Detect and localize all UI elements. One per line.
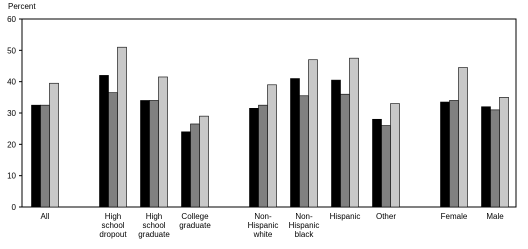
bar: [458, 67, 468, 208]
bar: [40, 104, 50, 208]
x-tick-label: Hispanic: [330, 212, 361, 221]
bar: [199, 115, 209, 208]
x-tick-label: High school dropout: [99, 212, 127, 239]
bar: [499, 97, 509, 208]
bar: [267, 84, 277, 208]
bar: [390, 103, 400, 208]
bar: [372, 118, 382, 208]
y-tick-label: 60: [7, 15, 16, 24]
bar: [249, 108, 259, 208]
y-axis-label: Percent: [8, 2, 36, 11]
x-tick-label: All: [41, 212, 50, 221]
y-tick-label: 30: [7, 109, 16, 118]
bar: [449, 100, 459, 208]
bar: [440, 101, 450, 208]
x-tick-label: Non-Hispanic white: [248, 212, 279, 239]
bar: [140, 100, 150, 208]
x-tick-label: Female: [441, 212, 468, 221]
y-tick-label: 40: [7, 78, 16, 87]
bar: [340, 93, 350, 208]
x-tick-label: College graduate: [179, 212, 211, 230]
bar: [117, 46, 127, 208]
y-tick-label: 20: [7, 140, 16, 149]
x-tick-label: Other: [376, 212, 396, 221]
bar: [181, 131, 191, 208]
bar: [331, 79, 341, 208]
x-tick-label: Male: [486, 212, 504, 221]
bar: [149, 100, 159, 208]
bar: [349, 57, 359, 208]
bar: [308, 59, 318, 208]
x-tick-label: High school graduate: [138, 212, 170, 239]
y-tick-label: 10: [7, 172, 16, 181]
bar: [190, 123, 200, 208]
bar: [381, 125, 391, 208]
bar: [290, 78, 300, 208]
bar: [99, 75, 109, 208]
bar: [49, 82, 59, 208]
x-tick-label: Non-Hispanic black: [289, 212, 320, 239]
chart: Percent 0 10 20 30 40 50 60 All High school dropou…: [7, 2, 517, 239]
y-tick-label: 50: [7, 46, 16, 55]
y-tick-label: 0: [12, 203, 17, 212]
bar: [258, 104, 268, 208]
bar: [31, 104, 41, 208]
bar: [481, 106, 491, 208]
bar: [490, 109, 500, 208]
bar: [299, 95, 309, 208]
bar: [158, 76, 168, 208]
bar: [108, 92, 118, 208]
